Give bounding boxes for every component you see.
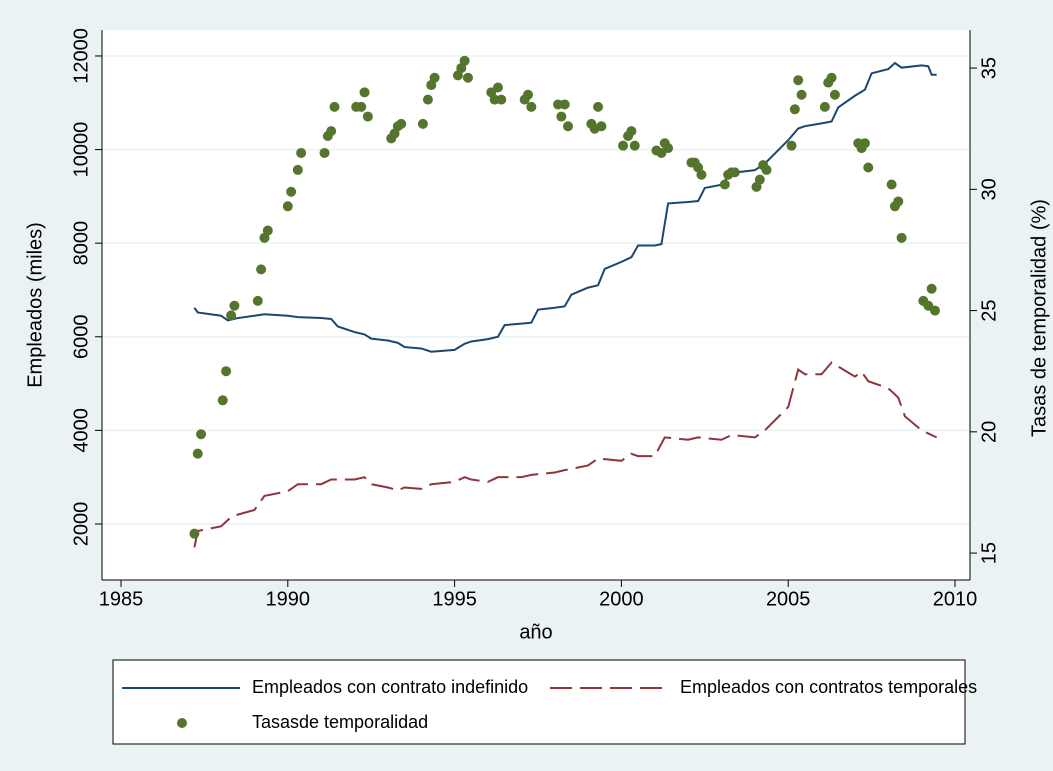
legend-label: Empleados con contratos temporales xyxy=(680,677,977,697)
scatter-point xyxy=(629,140,640,151)
y-tick-label: 2000 xyxy=(70,502,92,547)
scatter-point xyxy=(356,101,367,112)
legend-marker xyxy=(177,718,187,728)
legend-label: Tasasde temporalidad xyxy=(252,712,428,732)
scatter-point xyxy=(329,101,340,112)
scatter-point xyxy=(593,101,604,112)
line-series xyxy=(193,61,937,353)
scatter-point xyxy=(793,75,804,86)
scatter-point xyxy=(221,366,232,377)
scatter-point xyxy=(492,82,503,93)
scatter-point xyxy=(422,94,433,105)
y2-tick-label: 30 xyxy=(978,178,1000,200)
scatter-point xyxy=(559,99,570,110)
y2-tick-label: 35 xyxy=(978,57,1000,79)
scatter-point xyxy=(789,104,800,115)
scatter-point xyxy=(754,174,765,185)
scatter-point xyxy=(286,186,297,197)
scatter-point xyxy=(326,126,337,137)
y2-tick-label: 15 xyxy=(978,542,1000,564)
scatter-point xyxy=(522,89,533,100)
scatter-point xyxy=(526,101,537,112)
scatter-point xyxy=(926,283,937,294)
scatter-point xyxy=(863,162,874,173)
scatter-point xyxy=(719,179,730,190)
scatter-point xyxy=(292,164,303,175)
scatter-point xyxy=(429,72,440,83)
scatter-point xyxy=(819,101,830,112)
scatter-point xyxy=(462,72,473,83)
scatter-point xyxy=(496,94,507,105)
y-tick-label: 10000 xyxy=(70,122,92,178)
scatter-point xyxy=(192,448,203,459)
scatter-point xyxy=(886,179,897,190)
x-tick-label: 1985 xyxy=(99,588,144,610)
scatter-point xyxy=(459,55,470,66)
scatter-point xyxy=(217,395,228,406)
scatter-point xyxy=(296,147,307,158)
x-tick-label: 2010 xyxy=(933,588,978,610)
y2-tick-label: 20 xyxy=(978,421,1000,443)
scatter-point xyxy=(417,118,428,129)
x-tick-label: 1995 xyxy=(432,588,477,610)
scatter-point xyxy=(663,143,674,154)
scatter-point xyxy=(556,111,567,122)
y-axis-title: Empleados (miles) xyxy=(24,222,46,388)
scatter-point xyxy=(282,201,293,212)
scatter-point xyxy=(761,164,772,175)
x-axis-title: año xyxy=(519,621,552,643)
scatter-point xyxy=(362,111,373,122)
scatter-point xyxy=(226,310,237,321)
scatter-point xyxy=(829,89,840,100)
y-tick-label: 4000 xyxy=(70,408,92,453)
scatter-point xyxy=(618,140,629,151)
scatter-point xyxy=(229,300,240,311)
scatter-point xyxy=(786,140,797,151)
y-tick-label: 12000 xyxy=(70,28,92,84)
legend-box xyxy=(112,659,966,745)
scatter-point xyxy=(319,147,330,158)
scatter-point xyxy=(796,89,807,100)
scatter-point xyxy=(729,167,740,178)
scatter-point xyxy=(626,126,637,137)
scatter-point xyxy=(256,264,267,275)
legend-label: Empleados con contrato indefinido xyxy=(252,677,528,697)
x-tick-label: 2005 xyxy=(766,588,811,610)
scatter-point xyxy=(252,295,263,306)
y2-axis-title: Tasas de temporalidad (%) xyxy=(1028,199,1050,437)
scatter-point xyxy=(189,528,200,539)
scatter-point xyxy=(696,169,707,180)
x-tick-label: 1990 xyxy=(266,588,311,610)
scatter-point xyxy=(359,87,370,98)
scatter-point xyxy=(262,225,273,236)
scatter-point xyxy=(929,305,940,316)
scatter-point xyxy=(859,138,870,149)
scatter-point xyxy=(826,72,837,83)
scatter-point xyxy=(396,118,407,129)
scatter-point xyxy=(893,196,904,207)
y-tick-label: 6000 xyxy=(70,315,92,360)
x-tick-label: 2000 xyxy=(599,588,644,610)
y2-tick-label: 25 xyxy=(978,299,1000,321)
scatter-point xyxy=(196,429,207,440)
scatter-point xyxy=(896,232,907,243)
line-series xyxy=(193,361,938,548)
y-tick-label: 8000 xyxy=(70,221,92,266)
scatter-point xyxy=(596,121,607,132)
scatter-point xyxy=(563,121,574,132)
